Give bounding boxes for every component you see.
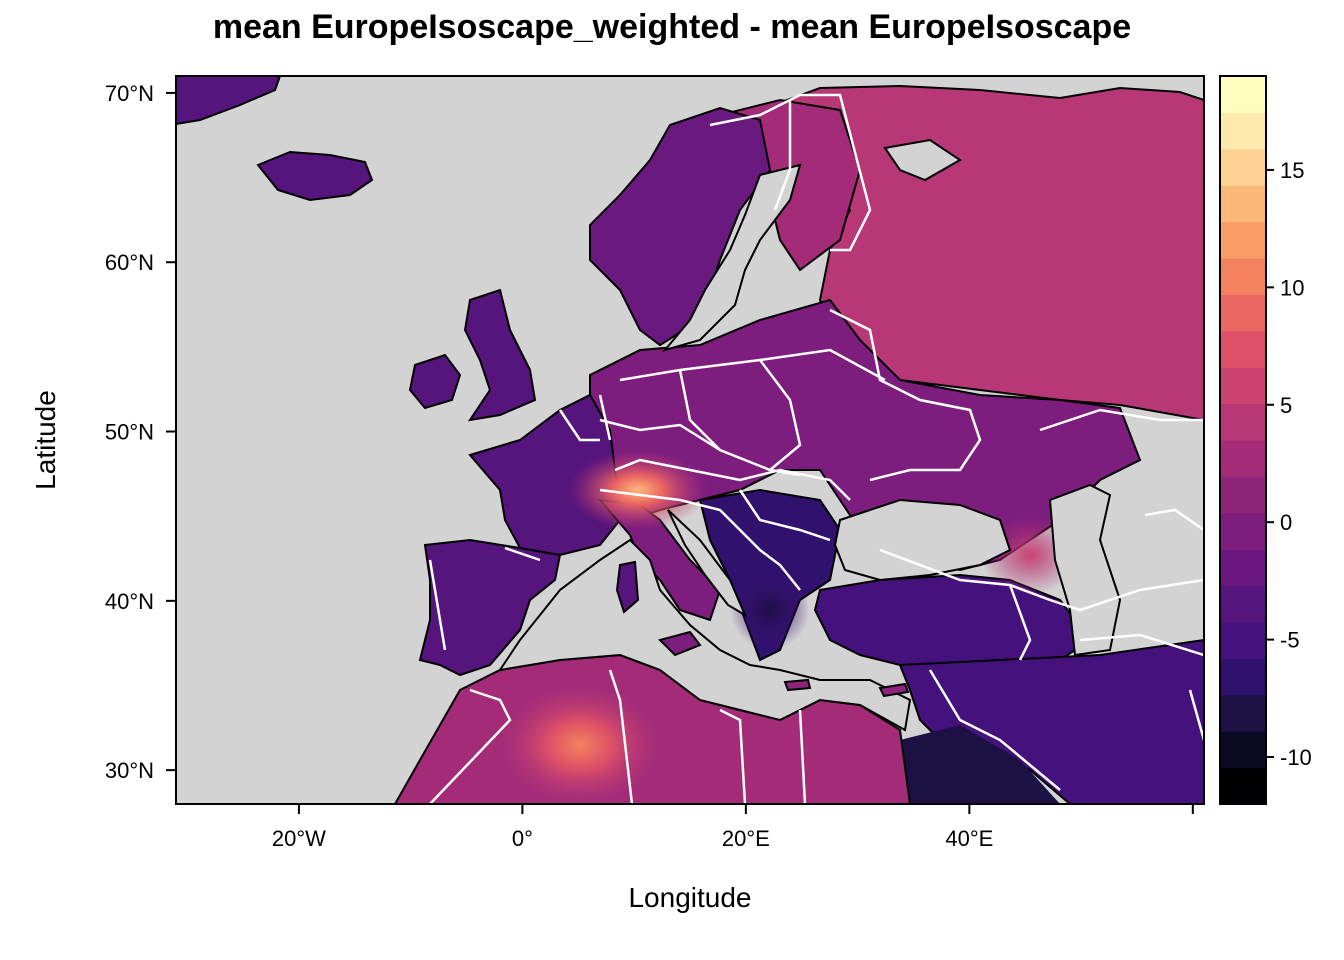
sea-white-sea	[883, 138, 962, 182]
map-frame	[175, 75, 1205, 805]
anomaly-sahara	[500, 685, 660, 804]
colorbar-band	[1220, 76, 1266, 113]
country-borders	[428, 93, 1204, 804]
chart-title: mean EuropeIsoscape_weighted - mean Euro…	[212, 8, 1132, 46]
island-sicily	[658, 630, 702, 657]
colorbar-tick-label: 10	[1280, 275, 1304, 300]
colorbar-band	[1220, 622, 1266, 659]
colorbar-tick-label: 5	[1280, 393, 1292, 418]
y-tick-label: 50°N	[105, 420, 154, 445]
y-tick-label: 30°N	[105, 758, 154, 783]
colorbar-band	[1220, 148, 1266, 186]
colorbar-band	[1220, 112, 1266, 150]
x-axis-label: Longitude	[628, 882, 752, 913]
y-axis-ticks: 70°N 60°N 50°N 40°N 30°N	[105, 81, 176, 783]
colorbar-tick-label: -5	[1280, 628, 1300, 653]
x-tick-label: 20°E	[722, 826, 770, 851]
colorbar-frame	[1219, 75, 1267, 805]
anomaly-alps	[568, 450, 708, 530]
colorbar-band	[1220, 403, 1266, 441]
colorbar-tick-label: -10	[1280, 745, 1312, 770]
colorbar-band	[1220, 476, 1266, 514]
x-tick-label: 0°	[512, 826, 533, 851]
colorbar-band	[1220, 185, 1266, 223]
land-britain	[463, 288, 537, 422]
island-cyprus	[878, 682, 910, 698]
colorbar-band	[1220, 258, 1266, 295]
island-sardinia	[615, 560, 640, 614]
island-crete	[783, 678, 812, 692]
x-tick-label: 40°E	[945, 826, 993, 851]
sea-black	[833, 498, 1012, 582]
colorbar-band	[1220, 658, 1266, 696]
x-tick-label: 20°W	[272, 826, 326, 851]
colorbar-band	[1220, 367, 1266, 405]
y-tick-label: 60°N	[105, 250, 154, 275]
colorbar: 15 10 5 0 -5 -10	[1219, 75, 1312, 805]
sea-caspian	[1048, 483, 1122, 657]
land-scandinavia	[589, 106, 772, 347]
land-greenland	[176, 76, 282, 126]
land-arabia-dark	[880, 725, 1060, 804]
colorbar-tick-label: 15	[1280, 158, 1304, 183]
x-axis-ticks: 20°W 0° 20°E 40°E	[272, 804, 1194, 851]
colorbar-band	[1220, 221, 1266, 259]
colorbar-band	[1220, 585, 1266, 623]
colorbar-band	[1220, 731, 1266, 769]
sea-baltic	[662, 163, 802, 352]
anomaly-greece	[730, 570, 810, 650]
colorbar-band	[1220, 330, 1266, 368]
y-tick-label: 70°N	[105, 81, 154, 106]
colorbar-band	[1220, 767, 1266, 805]
y-tick-label: 40°N	[105, 589, 154, 614]
colorbar-band	[1220, 440, 1266, 477]
land-middle-east	[898, 638, 1204, 804]
sea-adriatic	[667, 509, 748, 618]
colorbar-tick-label: 0	[1280, 510, 1292, 535]
colorbar-band	[1220, 294, 1266, 332]
colorbar-band	[1220, 512, 1266, 550]
land-layer	[176, 76, 1204, 804]
colorbar-band	[1220, 549, 1266, 587]
land-ireland	[408, 353, 462, 410]
land-iceland	[256, 150, 374, 202]
colorbar-band	[1220, 694, 1266, 732]
